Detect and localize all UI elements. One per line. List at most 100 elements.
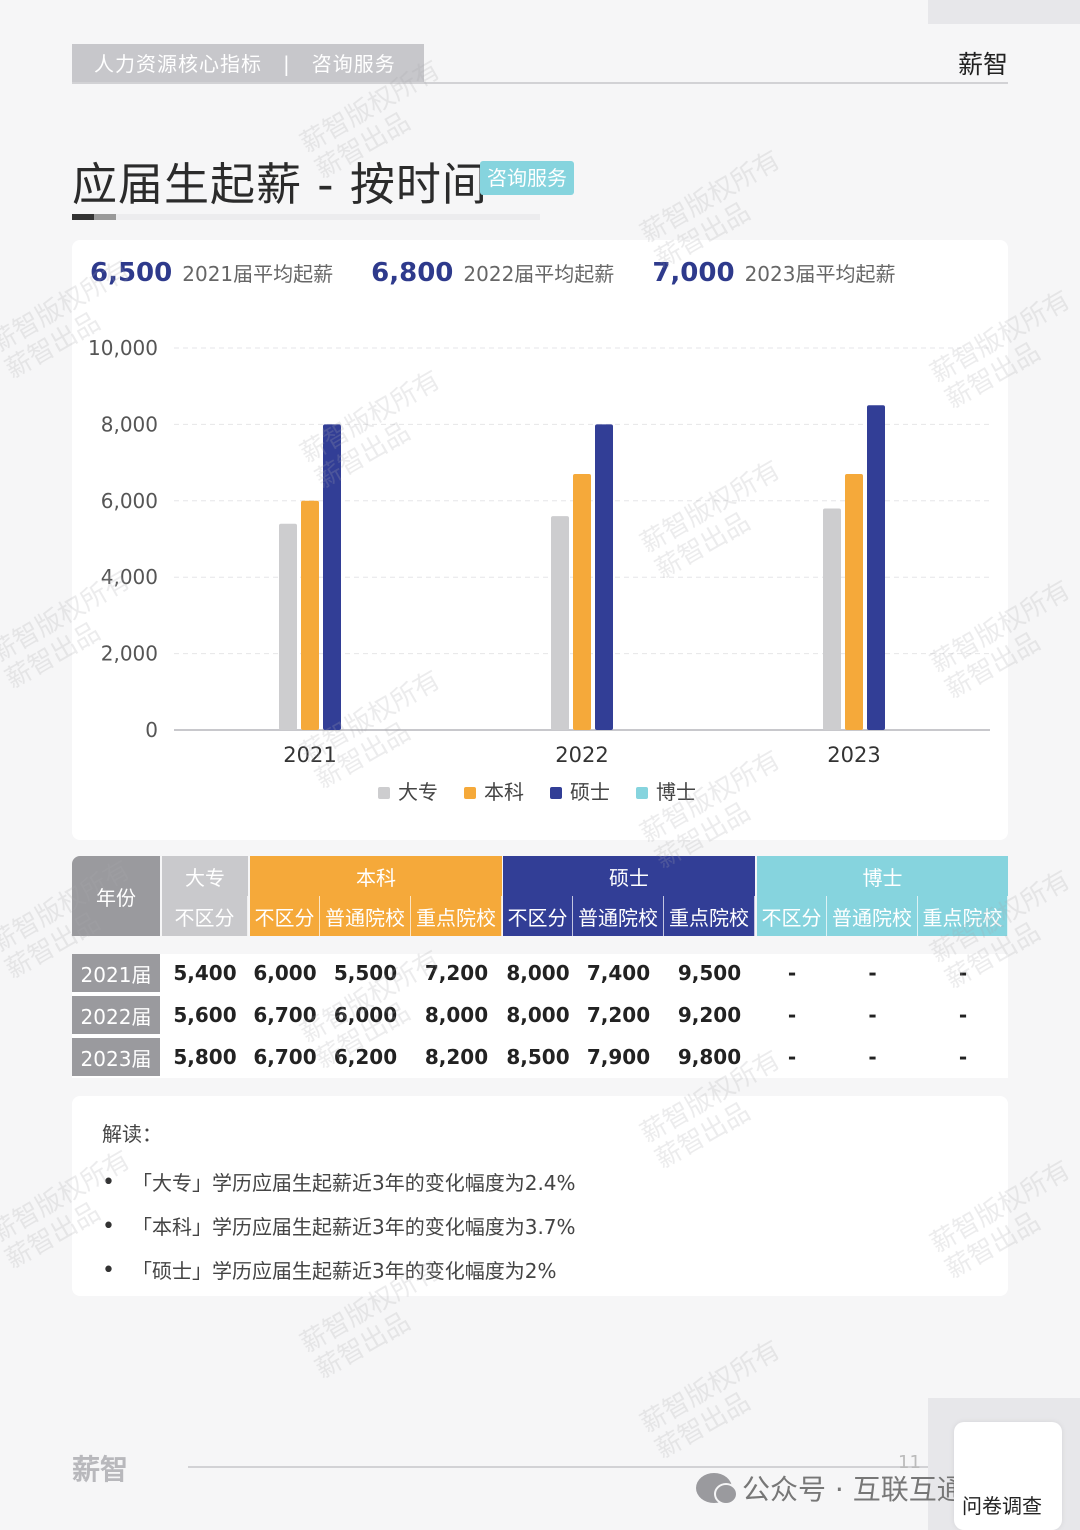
kpi-value: 6,800 bbox=[371, 258, 454, 288]
bar-硕士-2021 bbox=[323, 424, 341, 730]
table-cell: 6,700 bbox=[253, 1045, 317, 1069]
bar-硕士-2022 bbox=[595, 424, 613, 730]
table-cell: 7,200 bbox=[586, 1003, 651, 1027]
bar-本科-2022 bbox=[573, 474, 591, 730]
kpi-value: 6,500 bbox=[90, 258, 173, 288]
interpretation-card: 解读： 「大专」学历应届生起薪近3年的变化幅度为2.4% 「本科」学历应届生起薪… bbox=[72, 1096, 1008, 1296]
subheader: 普通院校 bbox=[320, 896, 411, 936]
footer-logo: 薪智 bbox=[72, 1453, 129, 1486]
group-header-benke: 本科 bbox=[250, 856, 502, 896]
notes-title: 解读： bbox=[102, 1122, 162, 1146]
y-tick-label: 0 bbox=[145, 718, 158, 742]
chart-card: 6,500 2021届平均起薪 6,800 2022届平均起薪 7,000 20… bbox=[72, 240, 1008, 840]
row-year: 2022届 bbox=[72, 996, 160, 1034]
table-row: 2022届 5,600 6,700 6,000 8,000 8,000 7,20… bbox=[72, 996, 1008, 1037]
table-cell: 6,700 bbox=[253, 1003, 317, 1027]
salary-bar-chart: 0 2,000 4,000 6,000 8,000 10,000 2021 2022 2023 大… bbox=[88, 336, 990, 804]
year-header: 年份 bbox=[72, 856, 160, 936]
watermark: 薪智版权所有 薪智出品 bbox=[635, 1335, 786, 1465]
table-cell: - bbox=[787, 1045, 797, 1069]
survey-button[interactable] bbox=[954, 1422, 1062, 1530]
table-body: 2021届 5,400 6,000 5,500 7,200 8,000 7,40… bbox=[72, 954, 1008, 1078]
kpi-2022: 6,800 2022届平均起薪 bbox=[371, 258, 614, 288]
footer-divider bbox=[188, 1466, 928, 1468]
bar-大专-2021 bbox=[279, 523, 297, 730]
subheader: 不区分 bbox=[162, 896, 248, 936]
table-cell: 5,500 bbox=[333, 961, 398, 985]
subheader: 不区分 bbox=[757, 896, 827, 936]
kpi-strip: 6,500 2021届平均起薪 6,800 2022届平均起薪 7,000 20… bbox=[90, 258, 895, 288]
legend-swatch bbox=[378, 787, 390, 799]
table-cell: 5,600 bbox=[173, 1003, 237, 1027]
table-cell: 8,000 bbox=[506, 961, 570, 985]
table-cell: - bbox=[958, 961, 968, 985]
kpi-2021: 6,500 2021届平均起薪 bbox=[90, 258, 333, 288]
notes-list: 「大专」学历应届生起薪近3年的变化幅度为2.4% 「本科」学历应届生起薪近3年的… bbox=[102, 1161, 978, 1293]
subheader: 重点院校 bbox=[664, 896, 755, 936]
title-underline bbox=[72, 214, 540, 220]
table-cell: 9,800 bbox=[677, 1045, 742, 1069]
table-cell: 9,500 bbox=[677, 961, 742, 985]
group-header-boshi: 博士 bbox=[757, 856, 1008, 896]
x-tick-label: 2023 bbox=[827, 743, 880, 767]
y-tick-label: 10,000 bbox=[88, 336, 158, 360]
x-tick-label: 2021 bbox=[283, 743, 336, 767]
subheader: 普通院校 bbox=[573, 896, 664, 936]
subheader: 重点院校 bbox=[411, 896, 502, 936]
legend-label: 博士 bbox=[656, 780, 696, 804]
legend-label: 大专 bbox=[398, 780, 438, 804]
kpi-label: 2023届平均起薪 bbox=[744, 262, 896, 286]
corner-decoration bbox=[928, 0, 1080, 24]
notes-item: 「硕士」学历应届生起薪近3年的变化幅度为2% bbox=[102, 1249, 978, 1293]
legend-swatch bbox=[636, 787, 648, 799]
legend-swatch bbox=[550, 787, 562, 799]
legend-label: 本科 bbox=[484, 780, 524, 804]
notes-item: 「大专」学历应届生起薪近3年的变化幅度为2.4% bbox=[102, 1161, 978, 1205]
bar-大专-2022 bbox=[551, 516, 569, 730]
group-header-shuoshi: 硕士 bbox=[503, 856, 755, 896]
category-badge: 咨询服务 bbox=[480, 161, 574, 195]
bar-本科-2023 bbox=[845, 474, 863, 730]
y-tick-label: 8,000 bbox=[101, 412, 158, 436]
table-cell: 8,200 bbox=[424, 1045, 489, 1069]
y-tick-label: 4,000 bbox=[101, 565, 158, 589]
kpi-value: 7,000 bbox=[652, 258, 735, 288]
page-number: 11 bbox=[898, 1452, 921, 1473]
legend-swatch bbox=[464, 787, 476, 799]
table-cell: - bbox=[787, 961, 797, 985]
bar-本科-2021 bbox=[301, 500, 319, 730]
table-cell: 8,000 bbox=[424, 1003, 489, 1027]
subheader: 不区分 bbox=[250, 896, 320, 936]
survey-label[interactable]: 问卷调查 bbox=[962, 1494, 1042, 1518]
x-tick-label: 2022 bbox=[555, 743, 608, 767]
table-cell: 9,200 bbox=[677, 1003, 742, 1027]
table-cell: 5,400 bbox=[173, 961, 237, 985]
table-cell: - bbox=[958, 1003, 968, 1027]
legend-label: 硕士 bbox=[570, 780, 610, 804]
table-cell: 7,900 bbox=[586, 1045, 651, 1069]
y-tick-label: 6,000 bbox=[101, 489, 158, 513]
kpi-2023: 7,000 2023届平均起薪 bbox=[652, 258, 895, 288]
bar-硕士-2023 bbox=[867, 405, 885, 730]
brand-name: 薪智 bbox=[957, 50, 1008, 79]
kpi-label: 2022届平均起薪 bbox=[463, 262, 615, 286]
subheader: 不区分 bbox=[503, 896, 573, 936]
table-cell: 6,000 bbox=[253, 961, 317, 985]
section-tab: 人力资源核心指标 | 咨询服务 bbox=[72, 44, 424, 84]
row-year: 2023届 bbox=[72, 1038, 160, 1076]
table-cell: 5,800 bbox=[173, 1045, 237, 1069]
table-row: 2021届 5,400 6,000 5,500 7,200 8,000 7,40… bbox=[72, 954, 1008, 995]
wechat-icon bbox=[696, 1473, 738, 1505]
header-divider bbox=[72, 82, 1008, 84]
group-header-dazhuan: 大专 bbox=[162, 856, 248, 896]
page-title: 应届生起薪 - 按时间 bbox=[72, 158, 488, 211]
table-row: 2023届 5,800 6,700 6,200 8,200 8,500 7,90… bbox=[72, 1038, 1008, 1079]
table-cell: - bbox=[868, 1003, 877, 1027]
y-tick-label: 2,000 bbox=[101, 642, 158, 666]
row-year: 2021届 bbox=[72, 954, 160, 992]
table-cell: 6,000 bbox=[333, 1003, 398, 1027]
table-cell: - bbox=[958, 1045, 968, 1069]
table-cell: 6,200 bbox=[333, 1045, 398, 1069]
table-cell: 8,500 bbox=[506, 1045, 570, 1069]
notes-item: 「本科」学历应届生起薪近3年的变化幅度为3.7% bbox=[102, 1205, 978, 1249]
